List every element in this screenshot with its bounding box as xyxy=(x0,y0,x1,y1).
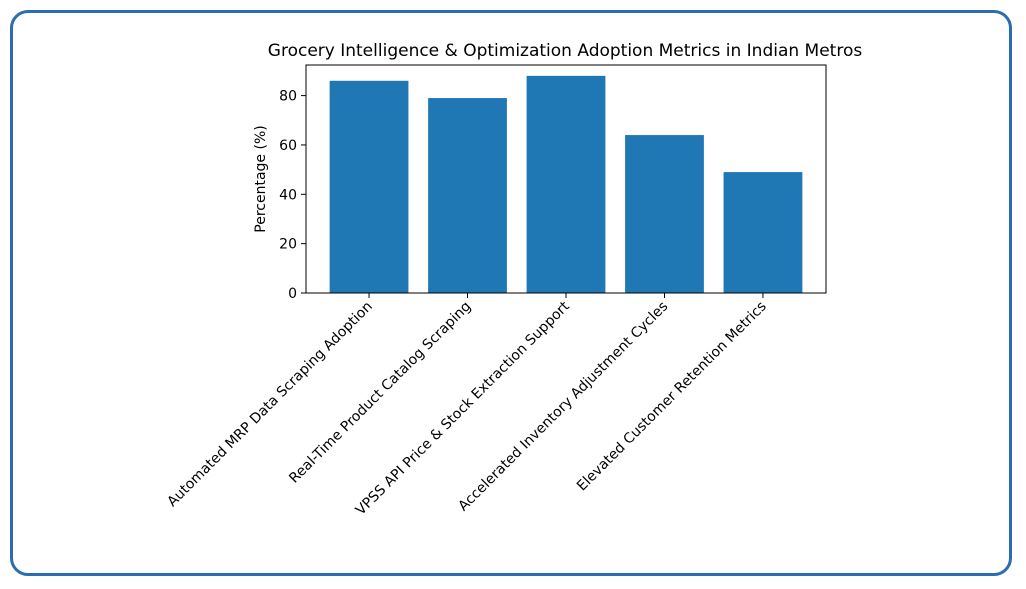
y-tick-label-4: 80 xyxy=(279,89,297,105)
y-tick-label-3: 60 xyxy=(279,138,297,154)
card-frame xyxy=(10,10,1012,576)
x-tick-label-1: Real-Time Product Catalog Scraping xyxy=(286,299,474,487)
y-tick-label-2: 40 xyxy=(279,187,297,203)
bar-0 xyxy=(329,80,409,293)
x-tick-label-2: VPSS API Price & Stock Extraction Suppor… xyxy=(353,298,573,518)
y-tick-label-0: 0 xyxy=(288,286,297,302)
y-axis-label: Percentage (%) xyxy=(253,125,269,232)
bar-1 xyxy=(428,98,507,293)
plot-frame xyxy=(305,64,827,294)
bar-3 xyxy=(625,135,704,293)
y-tick-label-1: 20 xyxy=(279,237,297,253)
x-tick-label-4: Elevated Customer Retention Metrics xyxy=(574,299,770,495)
bar-4 xyxy=(723,172,803,293)
x-tick-label-0: Automated MRP Data Scraping Adoption xyxy=(164,299,376,511)
chart-title: Grocery Intelligence & Optimization Adop… xyxy=(268,41,863,61)
x-tick-label-3: Accelerated Inventory Adjustment Cycles xyxy=(455,299,671,515)
bar-2 xyxy=(526,75,606,293)
